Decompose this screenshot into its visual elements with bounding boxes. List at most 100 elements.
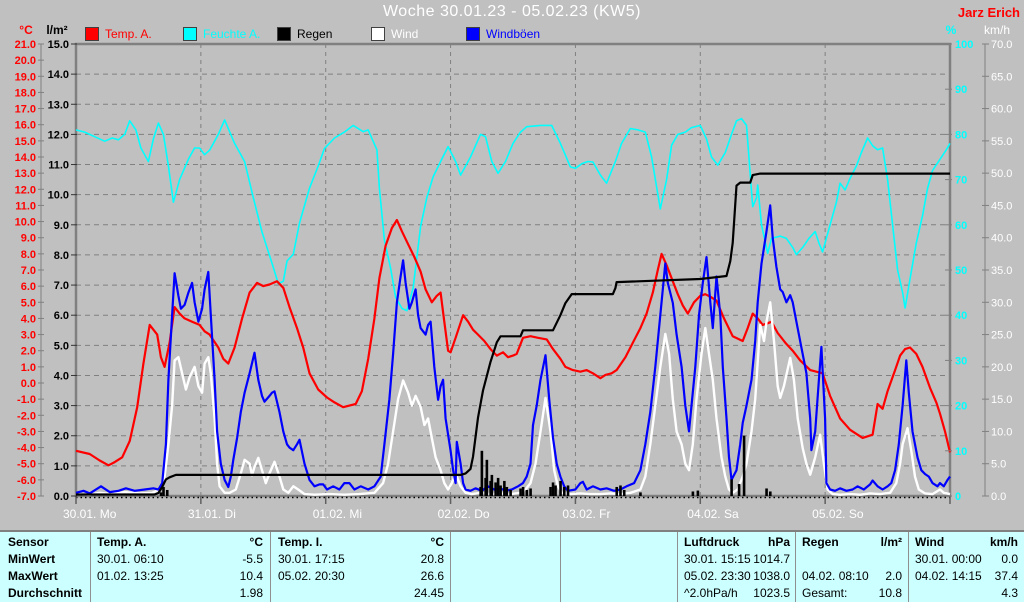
rain-bar xyxy=(499,485,502,496)
rain-tick-label: 7.0 xyxy=(54,280,69,292)
sensor-column-empty-3 xyxy=(567,534,671,602)
table-column-divider xyxy=(450,532,451,602)
cell-value: km/h xyxy=(989,535,1018,549)
rain-bar xyxy=(730,479,733,496)
legend-label: Temp. A. xyxy=(105,27,152,41)
sensor-column-temp-a--row-3: 1.98 xyxy=(97,585,263,602)
temp-tick-label: 14.0 xyxy=(15,152,36,164)
legend-swatch-icon xyxy=(466,27,480,41)
temp-axis-unit: °C xyxy=(19,23,33,37)
temp-tick-label: -4.0 xyxy=(17,443,36,455)
rain-tick-label: 12.0 xyxy=(48,129,69,141)
sensor-column-empty-2-row-3 xyxy=(457,585,553,602)
sensor-column-empty-2-row-0 xyxy=(457,534,553,551)
rain-bar xyxy=(566,485,570,496)
rain-bar xyxy=(490,474,494,496)
sensor-column-regen-row-3: Gesamt: 10.8 xyxy=(802,585,902,602)
sensor-column-empty-3-row-1 xyxy=(567,551,671,568)
cell-label: Regen xyxy=(802,535,839,549)
hum-tick-label: 40 xyxy=(955,310,967,322)
x-day-label: 30.01. Mo xyxy=(63,507,117,521)
temp-tick-label: -1.0 xyxy=(17,394,36,406)
cell-label: Gesamt: xyxy=(802,586,848,600)
sensor-column-empty-3-row-0 xyxy=(567,534,671,551)
series-wind xyxy=(75,301,951,496)
wind-tick-label: 35.0 xyxy=(991,265,1012,277)
cell-value: hPa xyxy=(767,535,790,549)
legend-item-1: Feuchte A. xyxy=(183,27,260,41)
wind-axis-unit: km/h xyxy=(984,23,1010,37)
rain-tick-label: 8.0 xyxy=(54,250,69,262)
temp-tick-label: 7.0 xyxy=(21,265,36,277)
cell-label: 05.02. 23:30 xyxy=(684,569,751,583)
cell-label: 05.02. 20:30 xyxy=(278,569,345,583)
cell-label: Temp. A. xyxy=(97,535,147,549)
rain-bar xyxy=(494,482,497,496)
sensor-column-temp-i--row-3: 24.45 xyxy=(278,585,444,602)
rain-tick-label: 15.0 xyxy=(48,39,69,51)
temp-tick-label: -2.0 xyxy=(17,410,36,422)
cell-label: Sensor xyxy=(8,535,49,549)
rain-bar xyxy=(619,485,622,496)
temp-tick-label: 13.0 xyxy=(15,168,36,180)
sensor-column-luftdruck-row-3: ^2.0hPa/h 1023.5 xyxy=(684,585,790,602)
temp-tick-label: -7.0 xyxy=(17,491,36,503)
temp-tick-label: 18.0 xyxy=(15,87,36,99)
x-day-label: 31.01. Di xyxy=(188,507,236,521)
sensor-column-empty-3-row-2 xyxy=(567,568,671,585)
row-header-column-row-2: MaxWert xyxy=(8,568,88,585)
rain-bar xyxy=(691,491,695,496)
x-day-label: 04.02. Sa xyxy=(687,507,739,521)
legend-item-4: Windböen xyxy=(466,27,540,41)
wind-tick-label: 25.0 xyxy=(991,330,1012,342)
temp-tick-label: 3.0 xyxy=(21,330,36,342)
x-day-label: 01.02. Mi xyxy=(313,507,362,521)
temp-tick-label: 19.0 xyxy=(15,71,36,83)
rain-bar xyxy=(554,485,557,496)
legend-swatch-icon xyxy=(183,27,197,41)
sensor-column-empty-3-row-3 xyxy=(567,585,671,602)
hum-tick-label: 30 xyxy=(955,355,967,367)
sensor-column-temp-i-: Temp. I. °C 30.01. 17:15 20.8 05.02. 20:30 26… xyxy=(278,534,444,602)
sensor-column-temp-i--row-1: 30.01. 17:15 20.8 xyxy=(278,551,444,568)
sensor-column-wind-row-1: 30.01. 00:00 0.0 xyxy=(915,551,1018,568)
cell-value: 26.6 xyxy=(420,569,444,583)
rain-bar xyxy=(551,482,555,496)
row-header-column-row-0: Sensor xyxy=(8,534,88,551)
cell-label: 30.01. 17:15 xyxy=(278,552,345,566)
rain-tick-label: 1.0 xyxy=(54,461,69,473)
sensor-column-regen-row-1 xyxy=(802,551,902,568)
watermark-author: Jarz Erich xyxy=(957,5,1020,20)
wind-tick-label: 65.0 xyxy=(991,71,1012,83)
rain-bar xyxy=(165,489,169,496)
sensor-column-regen: Regen l/m² 04.02. 08:10 2.0 Gesamt: 10.8 xyxy=(802,534,902,602)
rain-bar xyxy=(559,480,562,496)
temp-tick-label: 15.0 xyxy=(15,136,36,148)
cell-value: 0.0 xyxy=(1001,552,1018,566)
cell-value: 10.8 xyxy=(878,586,902,600)
cell-value: 1.98 xyxy=(239,586,263,600)
stats-table: Sensor MinWert MaxWert Durchschnitt Temp. A.… xyxy=(0,530,1024,602)
row-header-column-row-1: MinWert xyxy=(8,551,88,568)
sensor-column-wind-row-2: 04.02. 14:15 37.4 xyxy=(915,568,1018,585)
cell-label: ^2.0hPa/h xyxy=(684,586,738,600)
sensor-column-temp-a-: Temp. A. °C 30.01. 06:10 -5.5 01.02. 13:25 10… xyxy=(97,534,263,602)
legend-item-3: Wind xyxy=(371,27,418,41)
cell-value: °C xyxy=(249,535,263,549)
page-title: Woche 30.01.23 - 05.02.23 (KW5) xyxy=(382,3,641,20)
rain-bar xyxy=(509,489,512,496)
rain-bar xyxy=(742,435,746,496)
rain-bar xyxy=(765,488,768,496)
x-day-label: 05.02. So xyxy=(812,507,864,521)
table-column-divider xyxy=(795,532,796,602)
temp-tick-label: 0.0 xyxy=(21,378,36,390)
rain-tick-label: 5.0 xyxy=(54,340,69,352)
wind-tick-label: 60.0 xyxy=(991,104,1012,116)
wind-tick-label: 40.0 xyxy=(991,233,1012,245)
sensor-column-temp-a--row-1: 30.01. 06:10 -5.5 xyxy=(97,551,263,568)
wind-tick-label: 15.0 xyxy=(991,394,1012,406)
rain-bar xyxy=(525,489,529,496)
temp-tick-label: 6.0 xyxy=(21,281,36,293)
sensor-column-wind-row-3: 4.3 xyxy=(915,585,1018,602)
cell-value: 20.8 xyxy=(420,552,444,566)
